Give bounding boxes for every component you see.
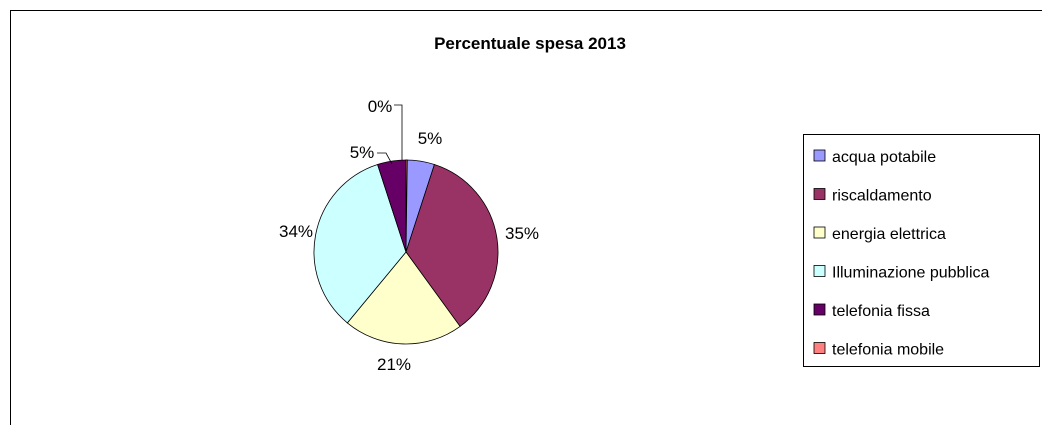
pie-slice-illuminazione-pubblica	[313, 163, 407, 324]
legend-swatch-riscaldamento	[813, 188, 826, 200]
legend: acqua potabile riscaldamento energia elett…	[803, 134, 1040, 367]
data-label-riscaldamento: 35%	[505, 224, 539, 243]
legend-label-riscaldamento: riscaldamento	[832, 188, 932, 205]
legend-label-illuminazione-pubblica: Illuminazione pubblica	[832, 265, 990, 282]
pie-slice-riscaldamento	[405, 163, 499, 327]
leader-line-telefonia-fissa	[377, 152, 393, 165]
data-label-energia-elettrica: 21%	[377, 355, 411, 374]
pie-slice-energia-elettrica	[346, 251, 461, 345]
leader-line-telefonia-mobile	[394, 104, 403, 160]
pie	[313, 159, 499, 345]
legend-label-telefonia-fissa: telefonia fissa	[832, 303, 930, 320]
legend-box	[803, 134, 1040, 367]
data-label-illuminazione-pubblica: 34%	[279, 222, 313, 241]
legend-swatch-telefonia-mobile	[813, 342, 826, 354]
data-label-telefonia-fissa: 5%	[350, 143, 375, 162]
legend-swatch-illuminazione-pubblica	[813, 265, 826, 277]
legend-label-energia-elettrica: energia elettrica	[832, 226, 946, 243]
legend-label-telefonia-mobile: telefonia mobile	[832, 342, 944, 359]
legend-label-acqua-potabile: acqua potabile	[832, 149, 936, 166]
data-label-acqua-potabile: 5%	[418, 129, 443, 148]
legend-swatch-acqua-potabile	[813, 149, 826, 162]
pie-labels: 5% 35% 21% 34% 5% 0%	[279, 97, 539, 374]
pie-slice-telefonia-mobile	[405, 159, 408, 253]
data-label-telefonia-mobile: 0%	[368, 97, 393, 116]
chart-title: Percentuale spesa 2013	[434, 34, 626, 53]
legend-swatch-telefonia-fissa	[813, 303, 826, 316]
legend-swatch-energia-elettrica	[813, 226, 826, 239]
